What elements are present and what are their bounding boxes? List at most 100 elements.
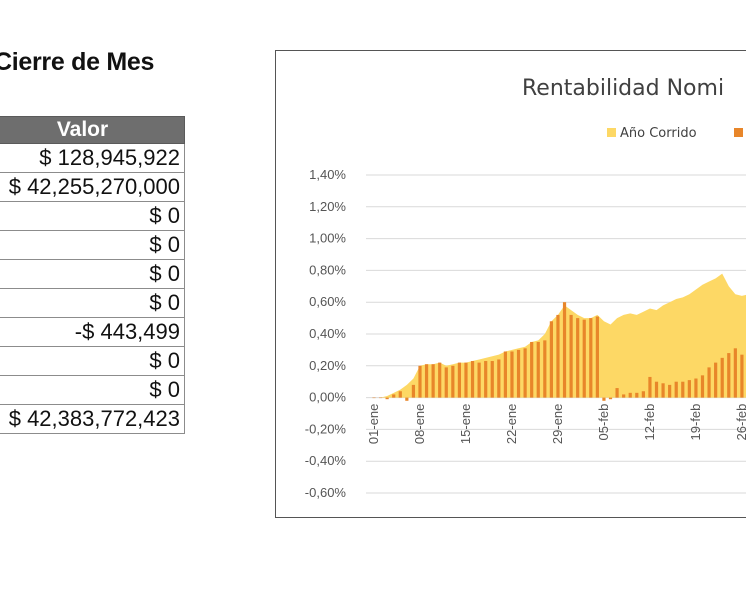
table-row: $ 42,383,772,423 [0,404,185,434]
x-tick-label: 12-feb [642,404,657,441]
bar [470,361,475,398]
bar [714,362,718,398]
bar [392,394,396,398]
x-tick-label: 26-feb [734,404,746,441]
bar [536,341,540,398]
bar [405,397,409,401]
bar [549,321,553,398]
value-table: Valor $ 128,945,922 $ 42,255,270,000 $ 0… [0,116,185,434]
bar [398,391,402,398]
y-tick-label: 1,00% [309,231,346,246]
chart-frame: Rentabilidad Nomi Año Corrido 1,40% 1,20%… [275,50,746,518]
bar [582,319,586,398]
x-tick-label: 01-ene [366,404,381,444]
x-tick-label: 15-ene [458,404,473,444]
y-tick-label: 0,20% [309,358,346,373]
y-tick-label: 0,40% [309,326,346,341]
table-row: $ 0 [0,346,185,376]
bar [503,351,507,398]
bar [628,392,632,398]
table-header-valor: Valor [0,116,185,144]
table-row: $ 128,945,922 [0,143,185,173]
y-tick-label: -0,20% [305,421,347,436]
legend-label-ano-corrido: Año Corrido [620,126,697,141]
x-tick-label: 29-ene [550,404,565,444]
bar [668,384,672,398]
bar [720,357,724,398]
bar [589,318,593,398]
bar [372,397,376,399]
table-row: -$ 443,499 [0,317,185,347]
bar [635,392,639,398]
bar [654,381,659,398]
bar [484,361,488,398]
bar [608,397,613,400]
bar [451,365,455,398]
y-tick-label: -0,60% [305,485,347,500]
y-axis-ticks: 1,40% 1,20% 1,00% 0,80% 0,60% 0,40% 0,20% 0,00%… [305,167,347,500]
x-tick-label: 22-ene [504,404,519,444]
bar [740,354,744,398]
bar [530,341,534,398]
bar [700,375,705,398]
x-tick-label: 19-feb [688,404,703,441]
bar [438,362,442,398]
x-tick-label: 05-feb [596,404,611,441]
bar [615,388,619,398]
bar [661,383,665,398]
table-row: $ 0 [0,259,185,289]
bar [648,376,652,398]
bar [562,302,567,398]
bar [378,397,383,399]
bar [694,378,698,398]
bar [595,316,599,398]
bar [418,365,422,398]
y-tick-label: 1,40% [309,167,346,182]
bar-series [372,302,744,401]
bar [490,361,494,398]
bar [641,391,645,398]
y-tick-label: 0,00% [309,390,346,405]
table-row: $ 0 [0,375,185,405]
table-row: $ 0 [0,230,185,260]
section-title: Cierre de Mes [0,48,155,76]
bar [707,367,711,398]
y-tick-label: 1,20% [309,199,346,214]
bar [727,353,731,398]
bar [681,381,685,398]
bar [622,394,626,398]
bar [444,367,448,398]
table-row: $ 0 [0,288,185,318]
y-tick-label: 0,80% [309,262,346,277]
bar [602,397,606,401]
bar [687,380,691,398]
bar [543,340,547,398]
bar [516,349,521,398]
bar [424,364,429,398]
bar [457,362,462,398]
y-tick-label: -0,40% [305,453,347,468]
y-tick-label: 0,60% [309,294,346,309]
bar [556,314,560,398]
bar [431,364,435,398]
x-tick-label: 08-ene [412,404,427,444]
table-row: $ 42,255,270,000 [0,172,185,202]
bar [411,384,416,398]
bar [523,348,527,398]
legend-swatch-ano-corrido [607,128,616,137]
chart-svg: Rentabilidad Nomi Año Corrido 1,40% 1,20%… [305,76,746,500]
bar [510,351,514,398]
chart-title: Rentabilidad Nomi [522,76,724,101]
legend: Año Corrido [607,126,743,141]
table-row: $ 0 [0,201,185,231]
bar [464,362,468,398]
bar [569,314,573,398]
bar [733,348,737,398]
x-axis-ticks: 01-ene 08-ene 15-ene 22-ene 29-ene 05-feb 12-f… [366,404,746,444]
bar [576,318,580,398]
bar [674,381,678,398]
bar [477,362,481,398]
legend-swatch-series-2 [734,128,743,137]
bar [497,359,501,398]
bar [385,397,389,400]
